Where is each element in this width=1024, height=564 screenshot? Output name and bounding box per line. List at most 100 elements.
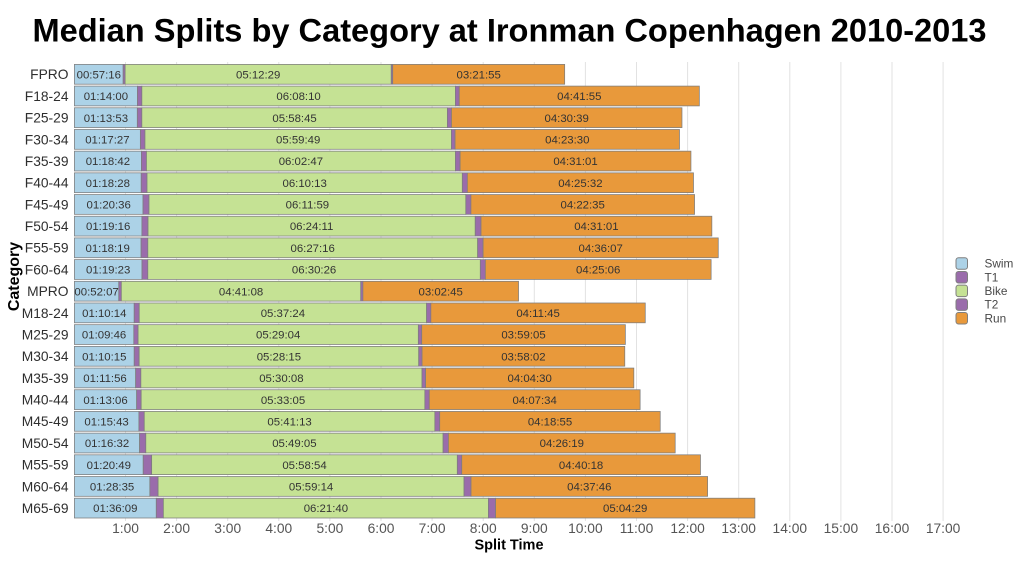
svg-text:06:24:11: 06:24:11 bbox=[290, 221, 334, 233]
svg-text:F40-44: F40-44 bbox=[25, 176, 69, 191]
svg-text:M60-64: M60-64 bbox=[22, 479, 69, 494]
svg-text:Run: Run bbox=[985, 311, 1007, 325]
svg-text:4:00: 4:00 bbox=[265, 521, 292, 536]
svg-text:M30-34: M30-34 bbox=[22, 349, 69, 364]
svg-text:17:00: 17:00 bbox=[926, 521, 961, 536]
svg-text:12:00: 12:00 bbox=[670, 521, 705, 536]
svg-text:04:30:39: 04:30:39 bbox=[545, 113, 589, 125]
svg-text:M50-54: M50-54 bbox=[22, 436, 69, 451]
svg-text:03:59:05: 03:59:05 bbox=[501, 330, 545, 342]
svg-text:10:00: 10:00 bbox=[568, 521, 603, 536]
svg-text:Split Time: Split Time bbox=[474, 537, 543, 553]
svg-text:05:33:05: 05:33:05 bbox=[261, 395, 305, 407]
svg-text:16:00: 16:00 bbox=[875, 521, 910, 536]
svg-text:05:28:15: 05:28:15 bbox=[257, 351, 301, 363]
svg-text:04:22:35: 04:22:35 bbox=[561, 200, 605, 212]
svg-text:01:18:42: 01:18:42 bbox=[86, 156, 130, 168]
svg-text:04:36:07: 04:36:07 bbox=[579, 243, 623, 255]
svg-text:15:00: 15:00 bbox=[824, 521, 859, 536]
svg-text:Bike: Bike bbox=[985, 284, 1008, 298]
svg-text:01:20:49: 01:20:49 bbox=[87, 460, 131, 472]
svg-text:05:58:54: 05:58:54 bbox=[282, 460, 326, 472]
svg-text:M55-59: M55-59 bbox=[22, 458, 69, 473]
svg-text:06:08:10: 06:08:10 bbox=[276, 91, 320, 103]
svg-text:F55-59: F55-59 bbox=[25, 241, 69, 256]
svg-text:01:18:19: 01:18:19 bbox=[86, 243, 130, 255]
svg-text:M18-24: M18-24 bbox=[22, 306, 69, 321]
svg-text:05:58:45: 05:58:45 bbox=[272, 113, 316, 125]
svg-text:05:04:29: 05:04:29 bbox=[603, 503, 647, 515]
svg-text:06:02:47: 06:02:47 bbox=[279, 156, 323, 168]
svg-text:9:00: 9:00 bbox=[521, 521, 548, 536]
svg-text:03:58:02: 03:58:02 bbox=[501, 351, 545, 363]
svg-text:M65-69: M65-69 bbox=[22, 501, 69, 516]
svg-text:05:29:04: 05:29:04 bbox=[256, 330, 300, 342]
svg-text:05:49:05: 05:49:05 bbox=[272, 438, 316, 450]
svg-text:04:23:30: 04:23:30 bbox=[545, 135, 589, 147]
svg-text:01:16:32: 01:16:32 bbox=[85, 438, 129, 450]
svg-text:05:59:14: 05:59:14 bbox=[289, 482, 333, 494]
svg-text:04:25:32: 04:25:32 bbox=[558, 178, 602, 190]
svg-text:06:10:13: 06:10:13 bbox=[283, 178, 327, 190]
svg-text:06:21:40: 06:21:40 bbox=[304, 503, 348, 515]
svg-text:6:00: 6:00 bbox=[368, 521, 395, 536]
svg-text:11:00: 11:00 bbox=[620, 521, 654, 536]
svg-text:04:18:55: 04:18:55 bbox=[528, 416, 572, 428]
svg-text:01:13:53: 01:13:53 bbox=[84, 113, 128, 125]
svg-text:05:12:29: 05:12:29 bbox=[236, 69, 280, 81]
svg-text:01:13:06: 01:13:06 bbox=[83, 395, 127, 407]
svg-text:01:17:27: 01:17:27 bbox=[85, 135, 129, 147]
svg-text:03:21:55: 03:21:55 bbox=[457, 69, 501, 81]
svg-text:04:41:55: 04:41:55 bbox=[557, 91, 601, 103]
svg-text:05:41:13: 05:41:13 bbox=[267, 416, 311, 428]
svg-text:7:00: 7:00 bbox=[419, 521, 446, 536]
svg-text:1:00: 1:00 bbox=[112, 521, 139, 536]
svg-text:F60-64: F60-64 bbox=[25, 262, 69, 277]
svg-text:04:31:01: 04:31:01 bbox=[553, 156, 597, 168]
svg-text:01:20:36: 01:20:36 bbox=[87, 200, 131, 212]
svg-text:T1: T1 bbox=[985, 270, 999, 284]
svg-text:06:27:16: 06:27:16 bbox=[291, 243, 335, 255]
svg-text:00:52:07: 00:52:07 bbox=[74, 286, 118, 298]
svg-text:M40-44: M40-44 bbox=[22, 393, 69, 408]
svg-text:05:37:24: 05:37:24 bbox=[261, 308, 305, 320]
svg-text:3:00: 3:00 bbox=[214, 521, 241, 536]
svg-text:00:57:16: 00:57:16 bbox=[77, 69, 121, 81]
svg-text:06:30:26: 06:30:26 bbox=[292, 265, 336, 277]
svg-text:01:19:23: 01:19:23 bbox=[86, 265, 130, 277]
svg-text:8:00: 8:00 bbox=[470, 521, 497, 536]
svg-text:01:18:28: 01:18:28 bbox=[86, 178, 130, 190]
svg-text:5:00: 5:00 bbox=[316, 521, 343, 536]
svg-text:M45-49: M45-49 bbox=[22, 414, 69, 429]
svg-text:Category: Category bbox=[6, 242, 23, 311]
svg-text:01:10:14: 01:10:14 bbox=[82, 308, 126, 320]
svg-text:04:41:08: 04:41:08 bbox=[219, 286, 263, 298]
svg-text:F18-24: F18-24 bbox=[25, 89, 69, 104]
svg-text:FPRO: FPRO bbox=[30, 67, 69, 82]
svg-text:M35-39: M35-39 bbox=[22, 371, 69, 386]
svg-text:04:07:34: 04:07:34 bbox=[513, 395, 557, 407]
svg-text:13:00: 13:00 bbox=[721, 521, 756, 536]
svg-text:F30-34: F30-34 bbox=[25, 132, 69, 147]
svg-text:05:30:08: 05:30:08 bbox=[259, 373, 303, 385]
svg-text:2:00: 2:00 bbox=[163, 521, 190, 536]
svg-text:Median Splits by Category at I: Median Splits by Category at Ironman Cop… bbox=[32, 12, 986, 49]
svg-text:04:37:46: 04:37:46 bbox=[567, 482, 611, 494]
svg-text:03:02:45: 03:02:45 bbox=[419, 286, 463, 298]
svg-text:04:11:45: 04:11:45 bbox=[516, 308, 560, 320]
svg-text:04:04:30: 04:04:30 bbox=[508, 373, 552, 385]
svg-text:01:09:46: 01:09:46 bbox=[82, 330, 126, 342]
svg-text:01:10:15: 01:10:15 bbox=[82, 351, 126, 363]
svg-text:06:11:59: 06:11:59 bbox=[286, 200, 330, 212]
svg-text:F35-39: F35-39 bbox=[25, 154, 69, 169]
svg-text:04:25:06: 04:25:06 bbox=[576, 265, 620, 277]
svg-text:04:40:18: 04:40:18 bbox=[559, 460, 603, 472]
svg-text:F50-54: F50-54 bbox=[25, 219, 69, 234]
svg-text:04:26:19: 04:26:19 bbox=[540, 438, 584, 450]
svg-text:05:59:49: 05:59:49 bbox=[276, 135, 320, 147]
svg-text:Swim: Swim bbox=[985, 257, 1014, 271]
svg-text:M25-29: M25-29 bbox=[22, 328, 69, 343]
svg-text:MPRO: MPRO bbox=[27, 284, 69, 299]
svg-text:01:15:43: 01:15:43 bbox=[84, 416, 128, 428]
svg-text:F25-29: F25-29 bbox=[25, 111, 69, 126]
